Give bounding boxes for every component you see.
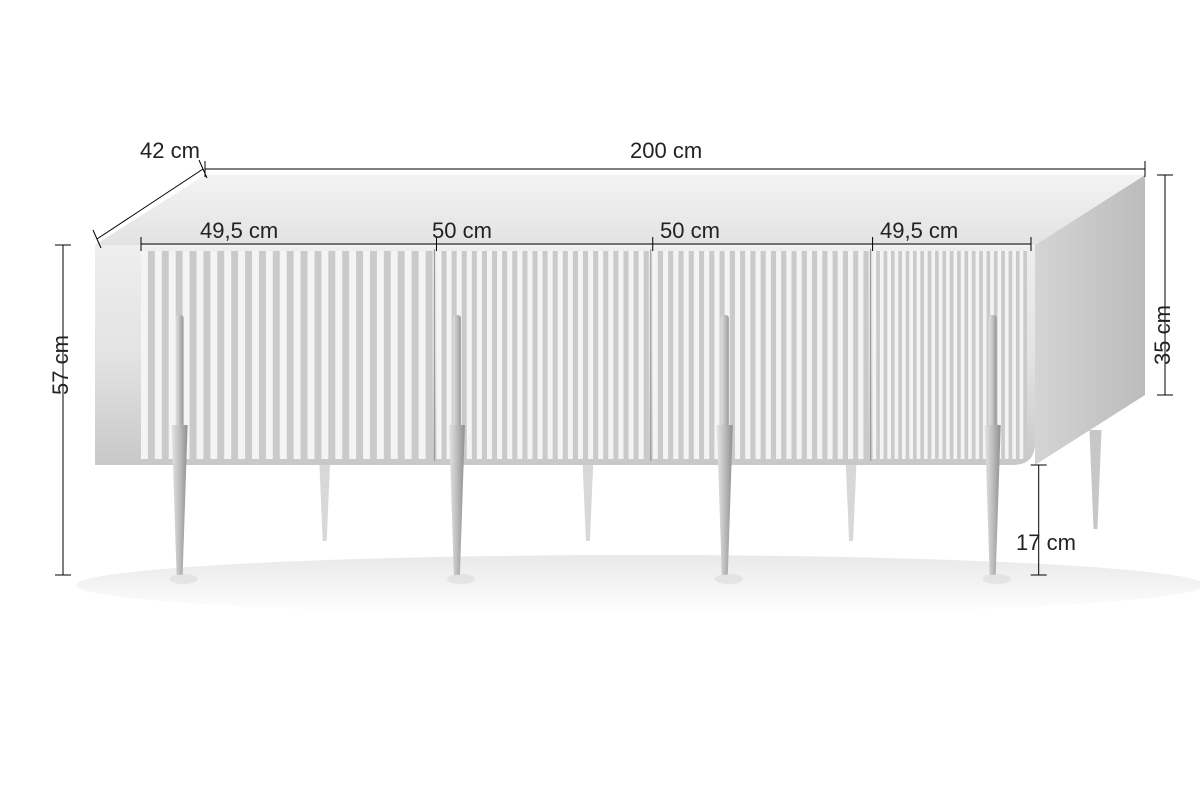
dim-door2-label: 50 cm	[432, 218, 492, 244]
dim-door3-label: 50 cm	[660, 218, 720, 244]
dim-door4-label: 49,5 cm	[880, 218, 958, 244]
dim-width-total-label: 200 cm	[630, 138, 702, 164]
furniture-dimension-diagram: 42 cm 200 cm 49,5 cm 50 cm 50 cm 49,5 cm…	[0, 0, 1200, 800]
dim-depth-label: 42 cm	[140, 138, 200, 164]
dim-leg-height-label: 17 cm	[1016, 530, 1076, 556]
diagram-svg	[0, 0, 1200, 800]
dim-height-total-label: 57 cm	[48, 335, 74, 395]
dim-door1-label: 49,5 cm	[200, 218, 278, 244]
dim-body-height-label: 35 cm	[1150, 305, 1176, 365]
